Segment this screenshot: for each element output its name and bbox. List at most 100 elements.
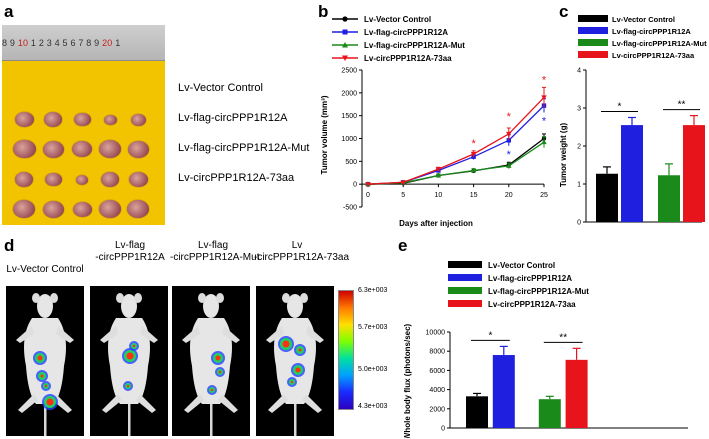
- row-label-flag: Lv-flag-circPPP1R12A: [178, 112, 288, 124]
- mouse-arm: [100, 326, 118, 343]
- legend-b-item-2: Lv-flag-circPPP1R12A-Mut: [332, 41, 465, 50]
- panel-letter-e: e: [398, 236, 408, 255]
- colorbar-label-max: 6.3e+003: [358, 287, 388, 294]
- row-label-vector: Lv-Vector Control: [178, 82, 263, 94]
- data-point: [365, 182, 371, 188]
- chart-e-y-tick-label: 8000: [429, 349, 445, 356]
- tumor-sample: [103, 114, 117, 126]
- mouse-head: [287, 294, 303, 318]
- whole-body-flux-chart: Lv-Vector Control Lv-flag-circPPP1R12A L…: [403, 261, 688, 438]
- tumor-sample: [76, 175, 88, 185]
- ruler: 8 9 10 1 2 3 4 5 6 7 8 9 20 1: [2, 25, 165, 61]
- mouse-head: [203, 294, 219, 318]
- mouse-silhouette: [182, 293, 240, 436]
- svg-text:Lv-circPPP1R12A-73aa: Lv-circPPP1R12A-73aa: [364, 54, 452, 63]
- data-point: [400, 180, 406, 186]
- panel-letter-b: b: [318, 2, 329, 21]
- mouse-leg: [18, 394, 38, 413]
- mouse-image-flag: [90, 286, 168, 436]
- mouse-torso: [190, 318, 232, 404]
- chart-b-series: * * * * *: [365, 74, 547, 188]
- col-label-flag-mut: Lv-flag -circPPP1R12A-Mut: [170, 240, 260, 263]
- tumor-sample: [72, 201, 92, 218]
- tumor-sample: [101, 172, 119, 187]
- legend-e-item-0: Lv-Vector Control: [448, 261, 555, 270]
- chart-c-y-tick-label: 0: [577, 220, 581, 227]
- signal-core: [40, 374, 44, 378]
- mouse-image-flag-mut: [172, 286, 250, 436]
- mouse-ear: [116, 293, 124, 303]
- mouse-silhouette: [266, 293, 324, 436]
- svg-text:Lv-flag-circPPP1R12A-Mut: Lv-flag-circPPP1R12A-Mut: [364, 41, 465, 50]
- tumor-sample: [130, 113, 146, 126]
- data-point: [470, 152, 477, 158]
- chart-b-y-tick-label: 2500: [341, 68, 357, 75]
- chart-c-y-tick-label: 2: [577, 144, 581, 151]
- chart-e-bars: * **: [466, 330, 588, 428]
- chart-e-bar-0: [466, 396, 488, 428]
- chart-e-significance-star: **: [559, 332, 567, 343]
- chart-b-axes: -500 0 500 1000 1500 2000 2500 0 5 10 15 20 25: [341, 68, 548, 212]
- tumor-sample: [73, 112, 91, 127]
- svg-text:Lv-flag-circPPP1R12A: Lv-flag-circPPP1R12A: [364, 28, 448, 37]
- chart-e-y-tick-label: 0: [441, 426, 445, 433]
- chart-c-bars: * **: [596, 100, 705, 222]
- mouse-body-group: [266, 293, 324, 436]
- luminescence-colorbar: [338, 290, 354, 410]
- svg-text:Lv-circPPP1R12A-73aa: Lv-circPPP1R12A-73aa: [488, 300, 576, 309]
- mouse-ear: [32, 293, 40, 303]
- mouse-ear: [198, 293, 206, 303]
- chart-e-legend: Lv-Vector Control Lv-flag-circPPP1R12A L…: [448, 261, 589, 309]
- row-label-73aa: Lv-circPPP1R12A-73aa: [178, 172, 295, 184]
- legend-b-item-1: Lv-flag-circPPP1R12A: [332, 28, 448, 37]
- mouse-ear: [50, 293, 58, 303]
- tumor-weight-chart: Lv-Vector Control Lv-flag-circPPP1R12A L…: [559, 15, 707, 227]
- chart-c-y-tick-label: 1: [577, 182, 581, 189]
- mouse-body-group: [100, 293, 158, 436]
- svg-text:Lv-flag-circPPP1R12A-Mut: Lv-flag-circPPP1R12A-Mut: [488, 287, 589, 296]
- svg-text:Lv-flag-circPPP1R12A: Lv-flag-circPPP1R12A: [612, 27, 691, 36]
- tumor-sample: [128, 171, 148, 188]
- significance-star: *: [507, 149, 512, 161]
- row-label-flag-mut: Lv-flag-circPPP1R12A-Mut: [178, 142, 310, 154]
- mouse-leg: [102, 394, 122, 413]
- mouse-tail: [128, 404, 131, 436]
- significance-star: *: [542, 74, 547, 86]
- mouse-arm: [16, 326, 34, 343]
- tumor-volume-chart: Lv-Vector Control Lv-flag-circPPP1R12A L…: [320, 15, 548, 228]
- chart-b-ylabel: Tumor volume (mm³): [320, 95, 329, 174]
- chart-b-y-tick-label: 500: [345, 159, 357, 166]
- signal-core: [37, 355, 43, 361]
- mouse-leg: [302, 394, 322, 413]
- chart-b-y-tick-label: 1500: [341, 113, 357, 120]
- tumor-photo: 8 9 10 1 2 3 4 5 6 7 8 9 20 1: [2, 25, 165, 225]
- chart-b-x-tick-label: 5: [401, 192, 405, 199]
- chart-c-y-tick-label: 4: [577, 68, 581, 75]
- chart-b-y-tick-label: -500: [343, 205, 357, 212]
- tumor-sample: [44, 172, 62, 187]
- chart-b-x-tick-label: 10: [435, 192, 443, 199]
- legend-e-item-1: Lv-flag-circPPP1R12A: [448, 274, 572, 283]
- signal-core: [126, 352, 134, 360]
- series-line-3: [367, 96, 545, 185]
- chart-e-ylabel: Whole body flux (photons/sec): [403, 323, 412, 438]
- mouse-ear: [216, 293, 224, 303]
- chart-e-bar-2: [538, 399, 561, 428]
- mouse-head: [121, 294, 137, 318]
- chart-b-y-tick-label: 0: [353, 182, 357, 189]
- col-label-vector: Lv-Vector Control: [6, 264, 84, 275]
- mouse-arm: [140, 326, 158, 343]
- mouse-body-group: [182, 293, 240, 436]
- significance-star: *: [507, 111, 512, 123]
- legend-e-item-3: Lv-circPPP1R12A-73aa: [448, 300, 576, 309]
- mouse-tail: [44, 404, 47, 436]
- tumor-sample: [72, 141, 92, 158]
- panel-letter-c: c: [559, 2, 569, 21]
- signal-core: [44, 384, 48, 388]
- tumor-sample: [127, 140, 149, 158]
- ruler-numbers: 8 9 10 1 2 3 4 5 6 7 8 9 20 1: [2, 38, 121, 48]
- mouse-leg: [268, 394, 288, 413]
- chart-e-y-tick-label: 10000: [426, 330, 446, 337]
- legend-b-item-0: Lv-Vector Control: [332, 15, 431, 24]
- chart-b-x-tick-label: 20: [505, 192, 513, 199]
